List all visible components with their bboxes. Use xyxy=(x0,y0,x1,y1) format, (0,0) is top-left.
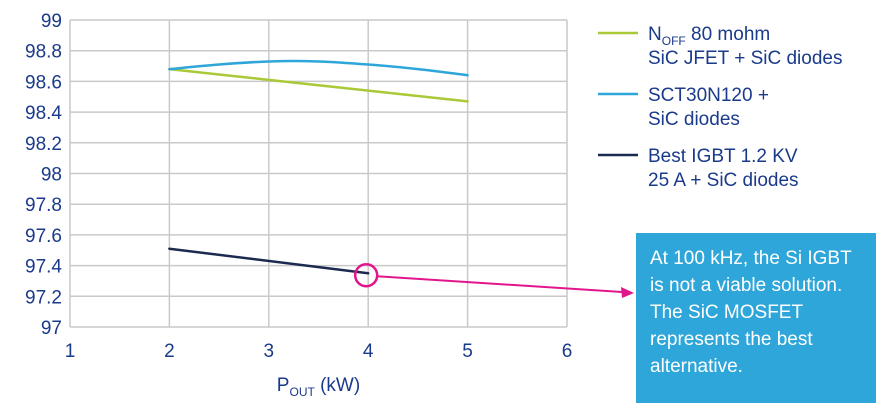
annotation-marker xyxy=(353,263,379,288)
x-axis-label-sub: OUT xyxy=(289,385,315,399)
y-tick-label: 98.4 xyxy=(25,103,62,124)
series-line-1 xyxy=(168,67,469,103)
legend-label-3: Best IGBT 1.2 KV xyxy=(648,146,798,167)
legend-label-line2-3: 25 A + SiC diodes xyxy=(648,170,799,191)
x-axis-label: POUT (kW) xyxy=(277,375,360,399)
x-axis-label-unit: (kW) xyxy=(315,375,360,396)
legend-label-1: NOFF 80 mohm xyxy=(648,24,770,48)
y-tick-label: 97 xyxy=(41,318,62,339)
axes: 97 97.2 97.4 97.6 97.8 98 98.2 98.4 98.6 98.8 99 1 2… xyxy=(25,11,572,399)
grid xyxy=(69,19,568,328)
callout-line-4: represents the best xyxy=(650,329,813,350)
x-tick-label: 6 xyxy=(562,341,573,362)
legend-label-line2-2: SiC diodes xyxy=(648,109,740,130)
x-tick-label: 1 xyxy=(65,341,76,362)
annotation-arrowhead xyxy=(621,287,634,298)
legend-label-line2-1: SiC JFET + SiC diodes xyxy=(648,48,842,69)
callout-box xyxy=(636,233,876,403)
annotation: At 100 kHz, the Si IGBT is not a viable s… xyxy=(353,233,876,403)
series-line-3 xyxy=(168,247,370,275)
y-tick-label: 98 xyxy=(41,165,62,186)
x-tick-label: 4 xyxy=(363,341,374,362)
x-axis-label-main: P xyxy=(277,375,290,396)
callout-line-5: alternative. xyxy=(650,356,743,377)
x-tick-label: 2 xyxy=(164,341,175,362)
y-tick-label: 97.6 xyxy=(25,226,62,247)
y-tick-label: 97.4 xyxy=(25,257,62,278)
y-tick-label: 97.2 xyxy=(25,287,62,308)
legend-label-2: SCT30N120 + xyxy=(648,85,769,106)
x-tick-label: 5 xyxy=(462,341,473,362)
y-tick-label: 98.2 xyxy=(25,134,62,155)
series-line-2 xyxy=(168,59,469,77)
series-group xyxy=(168,59,469,275)
y-tick-label: 97.8 xyxy=(25,195,62,216)
callout-line-2: is not a viable solution. xyxy=(650,275,842,296)
annotation-arrow-line xyxy=(377,275,623,293)
y-tick-label: 99 xyxy=(41,11,62,32)
y-tick-label: 98.6 xyxy=(25,72,62,93)
y-tick-label: 98.8 xyxy=(25,42,62,63)
callout-line-1: At 100 kHz, the Si IGBT xyxy=(650,248,852,269)
x-tick-label: 3 xyxy=(264,341,275,362)
callout-line-3: The SiC MOSFET xyxy=(650,302,803,323)
